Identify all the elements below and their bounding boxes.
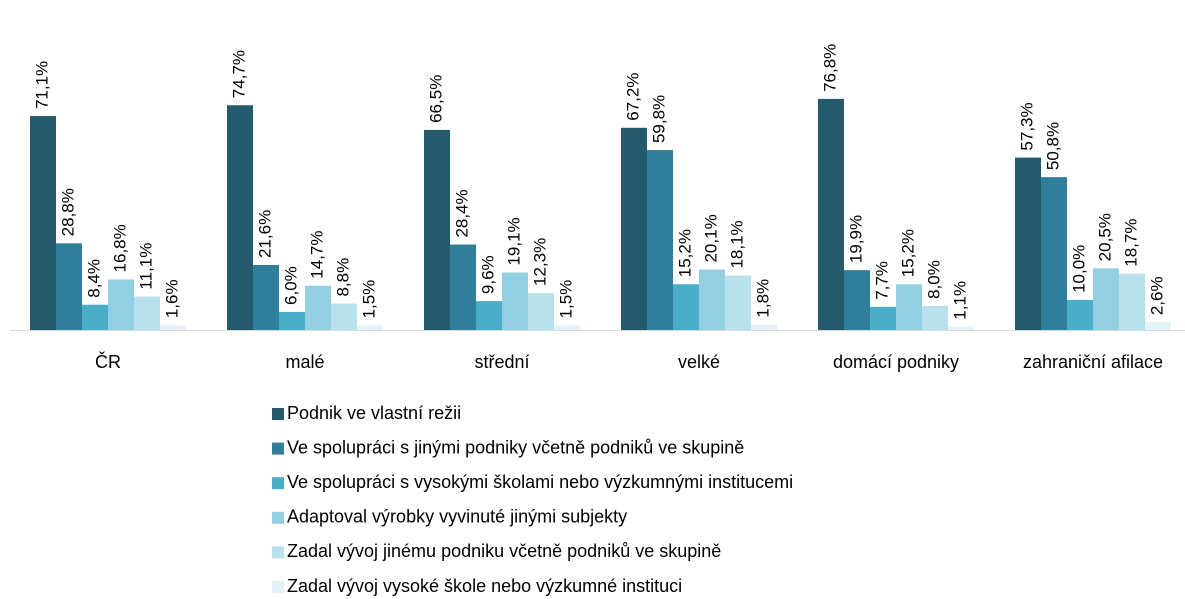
bar <box>305 285 331 330</box>
x-tick-label: ČR <box>95 351 121 372</box>
value-label: 50,8% <box>1043 122 1062 170</box>
bar <box>1041 177 1067 330</box>
value-label: 9,6% <box>478 255 497 294</box>
value-label: 67,2% <box>623 73 642 121</box>
value-label: 16,8% <box>110 224 129 272</box>
bar <box>253 265 279 330</box>
bar <box>673 284 699 330</box>
bar <box>751 324 777 330</box>
value-label: 7,7% <box>872 261 891 300</box>
value-label: 6,0% <box>281 266 300 305</box>
value-label: 1,5% <box>359 280 378 319</box>
legend-swatch <box>272 546 284 559</box>
value-label: 1,8% <box>753 279 772 318</box>
value-label: 11,1% <box>136 243 155 290</box>
value-label: 19,1% <box>504 217 523 265</box>
legend-swatch <box>272 477 284 490</box>
legend-label: Ve spolupráci s vysokými školami nebo vý… <box>287 472 793 492</box>
bar <box>528 292 554 330</box>
value-label: 57,3% <box>1017 102 1036 150</box>
value-label: 59,8% <box>649 95 668 143</box>
bar <box>870 306 896 330</box>
legend-swatch <box>272 581 284 593</box>
value-label: 19,9% <box>846 215 865 263</box>
bar <box>56 243 82 330</box>
bar <box>1093 268 1119 330</box>
bar <box>699 269 725 330</box>
value-label: 12,3% <box>530 238 549 286</box>
bar <box>1119 273 1145 330</box>
bar <box>476 301 502 330</box>
legend-label: Zadal vývoj jinému podniku včetně podnik… <box>287 541 721 561</box>
value-label: 8,4% <box>84 259 103 298</box>
bar <box>450 244 476 330</box>
bar <box>948 326 974 330</box>
bar <box>279 311 305 330</box>
value-label: 18,1% <box>727 220 746 268</box>
bar <box>844 270 870 330</box>
legend-swatch <box>272 408 284 420</box>
bar <box>227 105 253 330</box>
x-tick-label: velké <box>678 352 720 372</box>
bar <box>896 284 922 330</box>
bar <box>134 296 160 330</box>
value-label: 71,1% <box>32 61 51 109</box>
bar <box>922 305 948 330</box>
value-label: 1,5% <box>556 280 575 319</box>
value-label: 20,1% <box>701 214 720 262</box>
value-label: 15,2% <box>675 229 694 277</box>
x-tick-label: domácí podniky <box>833 352 959 372</box>
bar <box>554 325 580 330</box>
bar <box>30 116 56 330</box>
bar <box>331 303 357 330</box>
value-label: 66,5% <box>426 75 445 123</box>
value-label: 8,8% <box>333 258 352 297</box>
bar <box>725 275 751 330</box>
value-label: 15,2% <box>898 229 917 277</box>
value-label: 18,7% <box>1121 219 1140 267</box>
value-label: 14,7% <box>307 231 326 279</box>
value-label: 10,0% <box>1069 245 1088 293</box>
value-label: 21,6% <box>255 210 274 258</box>
value-label: 20,5% <box>1095 213 1114 261</box>
value-label: 28,4% <box>452 189 471 237</box>
bar <box>160 325 186 330</box>
x-tick-label: zahraniční afilace <box>1023 352 1163 372</box>
value-label: 2,6% <box>1147 276 1166 315</box>
bar <box>621 127 647 330</box>
bar <box>424 129 450 330</box>
x-tick-label: střední <box>474 352 529 372</box>
legend-label: Adaptoval výrobky vyvinuté jinými subjek… <box>287 507 627 527</box>
legend-label: Zadal vývoj vysoké škole nebo výzkumné i… <box>287 576 682 596</box>
bar <box>108 279 134 330</box>
legend-swatch <box>272 511 284 524</box>
value-label: 74,7% <box>229 50 248 98</box>
bar <box>502 272 528 330</box>
bar <box>818 98 844 330</box>
bar <box>357 325 383 330</box>
bar <box>1145 322 1171 330</box>
x-tick-label: malé <box>285 352 324 372</box>
legend-label: Podnik ve vlastní režii <box>287 403 461 423</box>
bar <box>1067 299 1093 330</box>
legend-swatch <box>272 442 284 455</box>
bar <box>1015 157 1041 330</box>
value-label: 1,1% <box>950 281 969 320</box>
value-label: 76,8% <box>820 44 839 92</box>
value-label: 8,0% <box>924 260 943 299</box>
value-label: 1,6% <box>162 279 181 318</box>
value-label: 28,8% <box>58 188 77 236</box>
bar <box>647 150 673 330</box>
bar <box>82 304 108 330</box>
legend-label: Ve spolupráci s jinými podniky včetně po… <box>287 437 744 457</box>
